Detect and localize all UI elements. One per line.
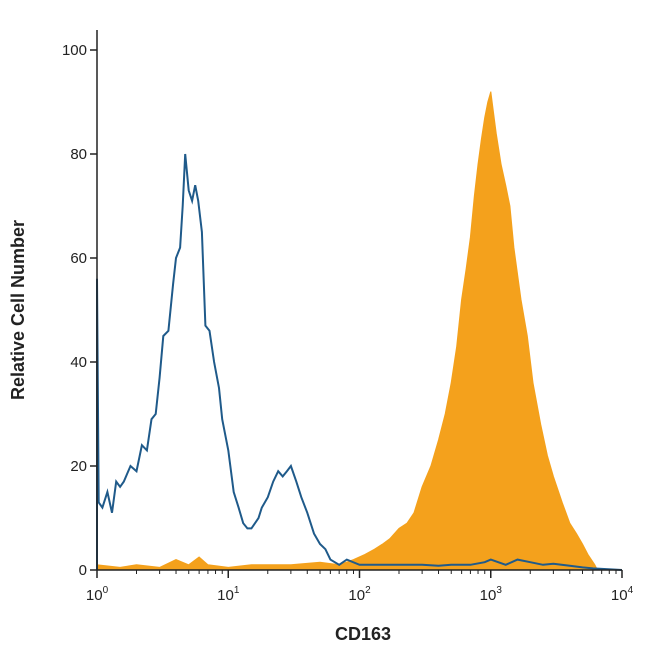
y-tick-label: 100 [62,42,87,59]
x-axis-title: CD163 [335,624,391,644]
x-tick-label: 101 [217,585,240,604]
series-1-area [96,91,599,571]
x-tick-label: 103 [480,585,503,604]
y-tick-label: 40 [70,354,87,371]
x-tick-label: 102 [348,585,371,604]
y-tick-label: 20 [70,458,87,475]
y-axis-title: Relative Cell Number [8,220,28,400]
x-tick-label: 104 [611,585,634,604]
y-tick-label: 60 [70,250,87,267]
series-lines [96,153,623,571]
y-tick-label: 0 [79,562,87,579]
y-tick-label: 80 [70,146,87,163]
axes: 0 20 40 60 80 100 100 101 102 103 104 [62,30,634,604]
series-fills [96,91,599,571]
series-0-line [96,153,623,571]
x-tick-label: 100 [86,585,109,604]
